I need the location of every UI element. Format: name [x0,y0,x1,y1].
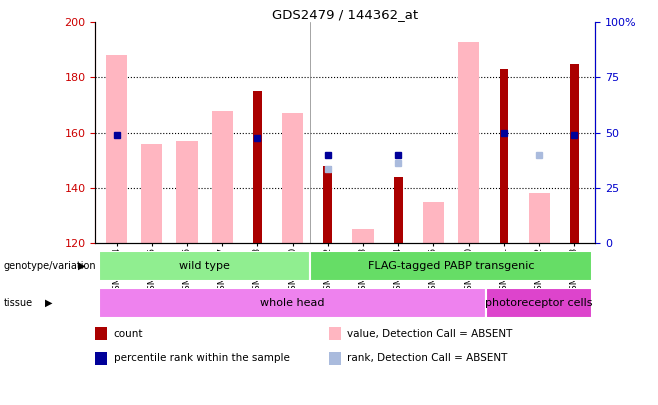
Bar [458,42,479,243]
Bar [212,111,233,243]
Bar [176,141,197,243]
Text: percentile rank within the sample: percentile rank within the sample [114,353,290,363]
Bar [310,251,592,281]
Bar [282,113,303,243]
Bar [528,193,549,243]
Bar [499,69,509,243]
Bar [423,202,444,243]
Text: wild type: wild type [179,261,230,271]
Title: GDS2479 / 144362_at: GDS2479 / 144362_at [272,8,418,21]
Bar [394,177,403,243]
Bar [486,288,592,318]
Text: photoreceptor cells: photoreceptor cells [486,298,593,308]
Text: FLAG-tagged PABP transgenic: FLAG-tagged PABP transgenic [368,261,534,271]
Bar [99,251,310,281]
Text: whole head: whole head [261,298,325,308]
Bar [253,91,262,243]
Text: rank, Detection Call = ABSENT: rank, Detection Call = ABSENT [347,353,508,363]
Bar [570,64,579,243]
Text: ▶: ▶ [78,261,85,271]
Bar [353,229,374,243]
Text: value, Detection Call = ABSENT: value, Detection Call = ABSENT [347,329,513,339]
Text: genotype/variation: genotype/variation [3,261,96,271]
Bar [141,144,163,243]
Bar [106,55,127,243]
Bar [324,166,332,243]
Text: ▶: ▶ [45,298,52,307]
Text: count: count [114,329,143,339]
Text: tissue: tissue [3,298,32,307]
Bar [99,288,486,318]
